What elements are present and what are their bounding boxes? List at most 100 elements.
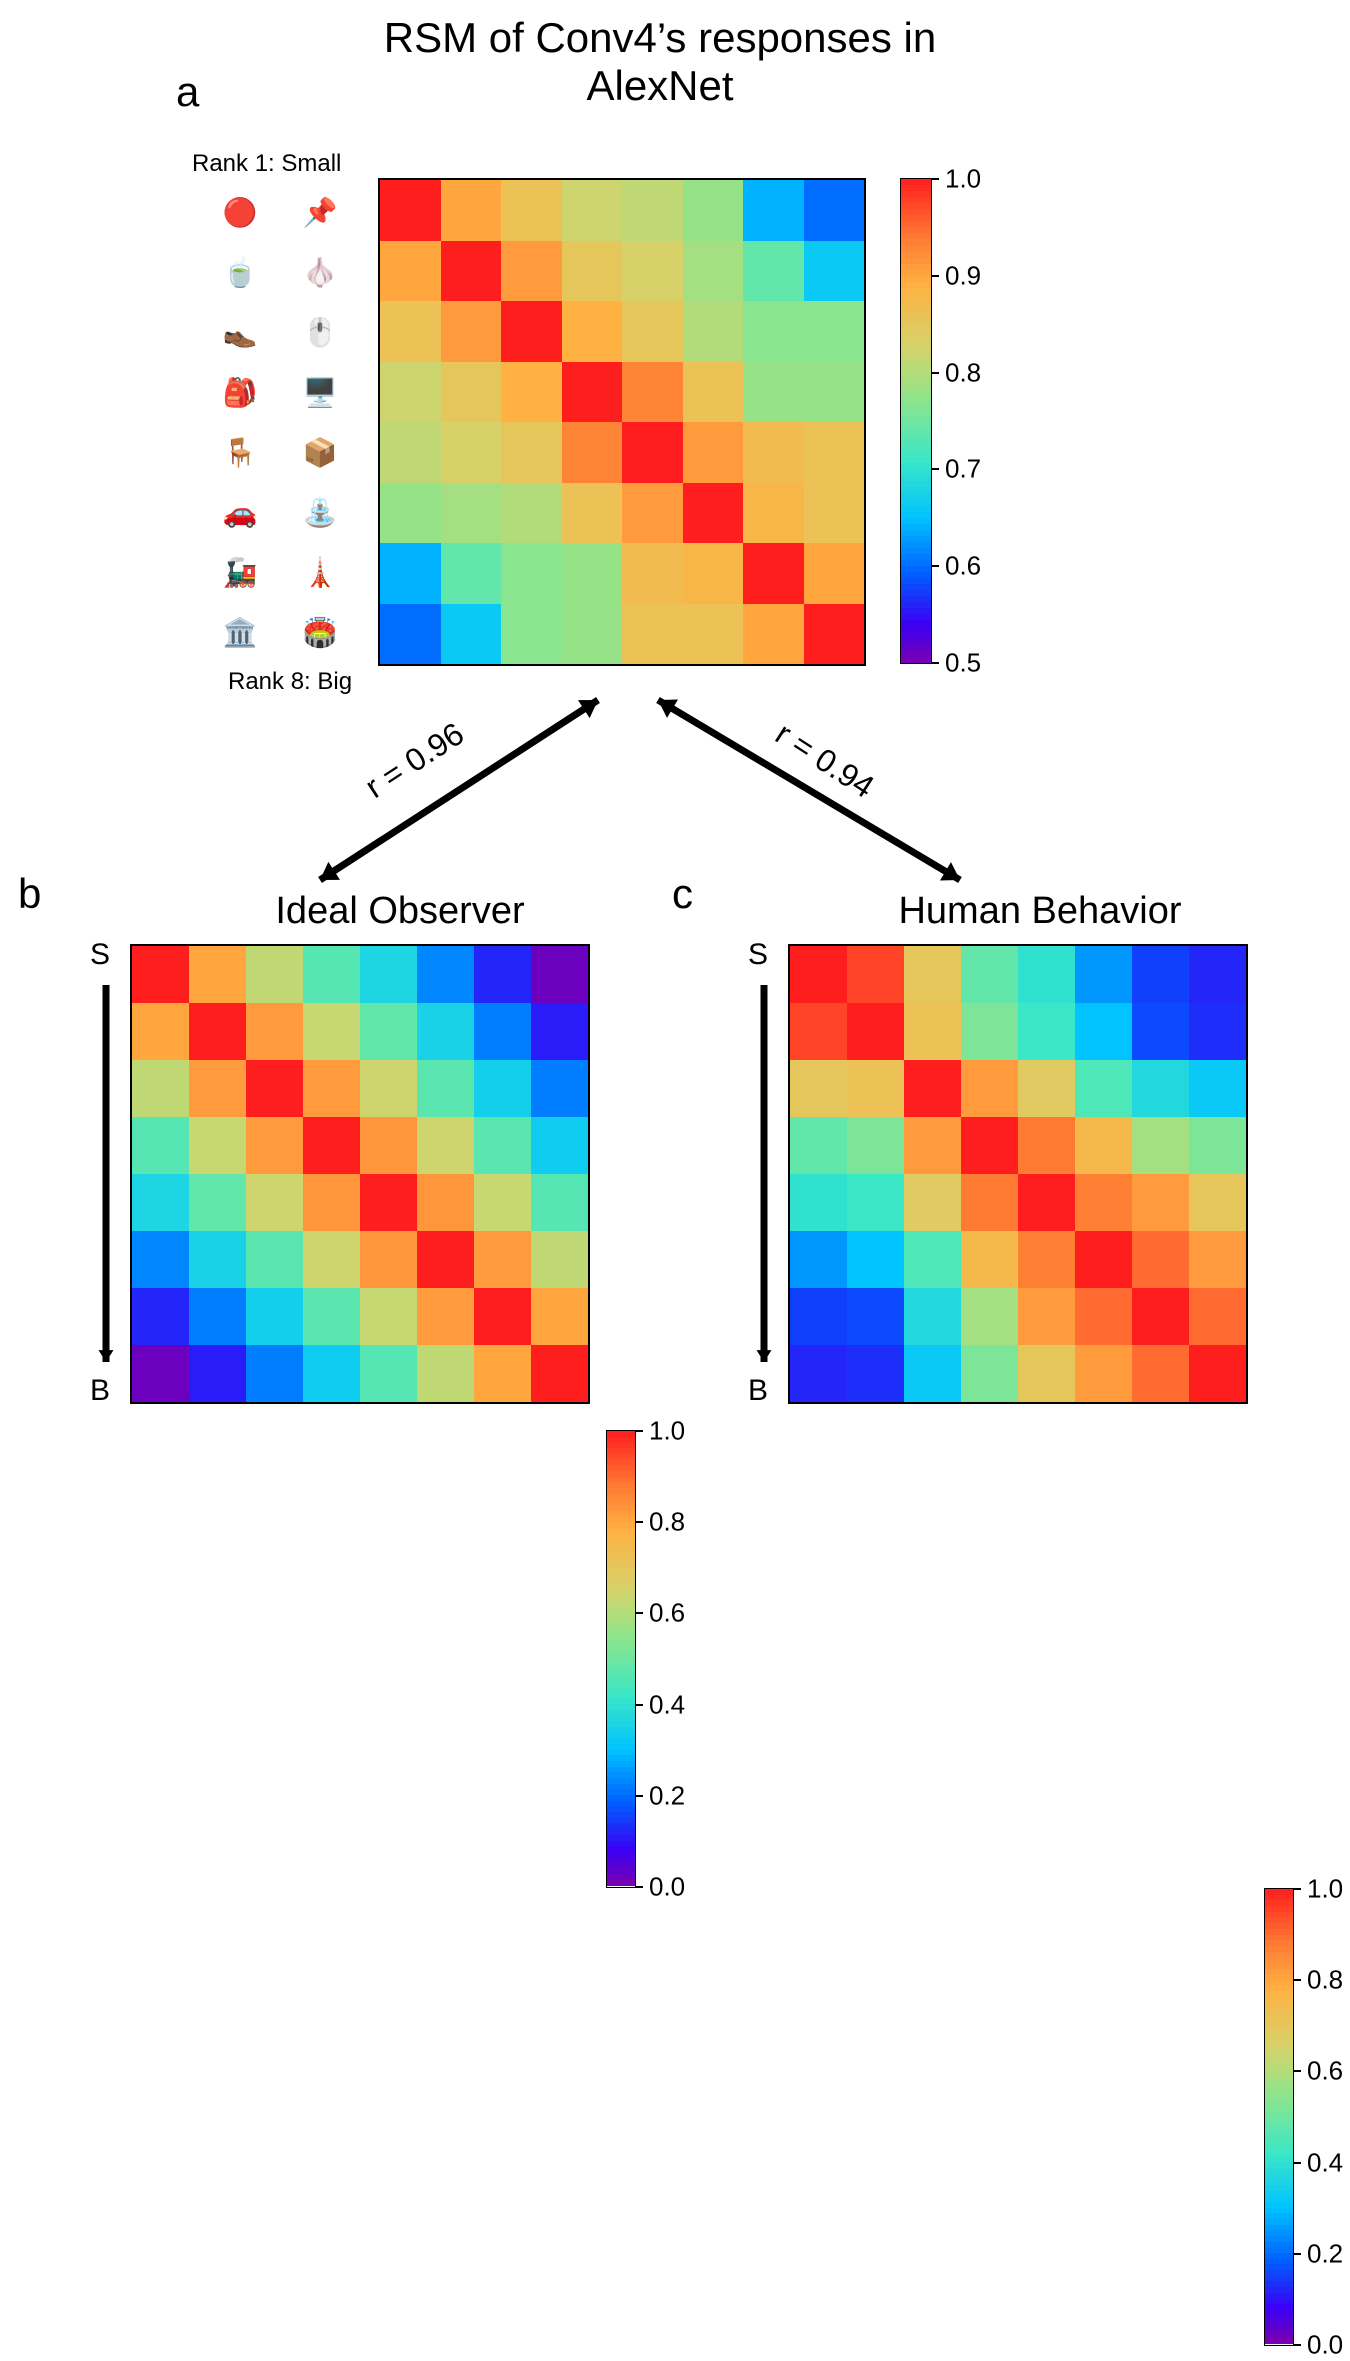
colorbar-tick bbox=[1293, 2162, 1301, 2164]
heatmap-cell bbox=[622, 180, 683, 241]
heatmap-cell bbox=[622, 604, 683, 665]
colorbar-tick-label: 0.2 bbox=[1307, 2238, 1343, 2269]
heatmap-cell bbox=[622, 362, 683, 423]
colorbar-tick bbox=[1293, 1979, 1301, 1981]
heatmap-cell bbox=[132, 1060, 189, 1117]
heatmap-cell bbox=[474, 1060, 531, 1117]
heatmap-cell bbox=[743, 241, 804, 302]
heatmap-cell bbox=[531, 1288, 588, 1345]
heatmap-cell bbox=[189, 1174, 246, 1231]
heatmap-cell bbox=[441, 180, 502, 241]
heatmap-cell bbox=[417, 1174, 474, 1231]
heatmap-cell bbox=[189, 1117, 246, 1174]
heatmap-cell bbox=[132, 1345, 189, 1402]
colorbar-tick-label: 0.7 bbox=[945, 454, 981, 485]
heatmap-cell bbox=[1075, 1345, 1132, 1402]
heatmap-cell bbox=[847, 1003, 904, 1060]
heatmap-cell bbox=[380, 543, 441, 604]
heatmap-cell bbox=[847, 1345, 904, 1402]
heatmap-cell bbox=[132, 946, 189, 1003]
thumbnail-icon: 📦 bbox=[280, 422, 360, 482]
heatmap-cell bbox=[380, 241, 441, 302]
heatmap-cell bbox=[501, 422, 562, 483]
heatmap-cell bbox=[743, 483, 804, 544]
heatmap-cell bbox=[1075, 1231, 1132, 1288]
colorbar-tick bbox=[1293, 2070, 1301, 2072]
heatmap-cell bbox=[501, 543, 562, 604]
heatmap-cell bbox=[1132, 946, 1189, 1003]
heatmap-cell bbox=[847, 1060, 904, 1117]
heatmap-cell bbox=[804, 483, 865, 544]
heatmap-cell bbox=[132, 1288, 189, 1345]
panel-letter-a: a bbox=[176, 68, 199, 116]
heatmap-cell bbox=[246, 1231, 303, 1288]
heatmap-cell bbox=[683, 604, 744, 665]
colorbar-tick bbox=[931, 178, 939, 180]
heatmap-cell bbox=[1018, 1174, 1075, 1231]
colorbar-tick-label: 0.8 bbox=[649, 1507, 685, 1538]
colorbar-tick bbox=[635, 1521, 643, 1523]
correlation-arrow-right-icon bbox=[628, 670, 990, 910]
heatmap-cell bbox=[904, 1060, 961, 1117]
heatmap-cell bbox=[790, 1060, 847, 1117]
heatmap-cell bbox=[360, 1060, 417, 1117]
heatmap-cell bbox=[474, 1174, 531, 1231]
heatmap-cell bbox=[189, 1345, 246, 1402]
title-line2: AlexNet bbox=[586, 62, 733, 109]
panel-letter-b: b bbox=[18, 870, 41, 918]
heatmap-cell bbox=[380, 483, 441, 544]
thumbnail-icon: 🔴 bbox=[200, 182, 280, 242]
colorbar-tick-label: 0.6 bbox=[1307, 2056, 1343, 2087]
size-axis-arrow-icon bbox=[76, 955, 136, 1392]
heatmap-cell bbox=[904, 1117, 961, 1174]
heatmap-cell bbox=[246, 1174, 303, 1231]
heatmap-cell bbox=[1189, 1288, 1246, 1345]
thumbnail-icon: 🍵 bbox=[200, 242, 280, 302]
heatmap-cell bbox=[790, 946, 847, 1003]
heatmap-cell bbox=[683, 180, 744, 241]
heatmap-cell bbox=[904, 1288, 961, 1345]
heatmap-cell bbox=[904, 946, 961, 1003]
heatmap-cell bbox=[562, 180, 623, 241]
heatmap-cell bbox=[189, 1231, 246, 1288]
heatmap-cell bbox=[847, 946, 904, 1003]
heatmap-cell bbox=[360, 946, 417, 1003]
heatmap-cell bbox=[790, 1117, 847, 1174]
heatmap-cell bbox=[1132, 1060, 1189, 1117]
heatmap-cell bbox=[132, 1174, 189, 1231]
heatmap-cell bbox=[1189, 946, 1246, 1003]
heatmap-cell bbox=[132, 1003, 189, 1060]
heatmap-cell bbox=[531, 946, 588, 1003]
heatmap-cell bbox=[743, 604, 804, 665]
heatmap-cell bbox=[1075, 1060, 1132, 1117]
heatmap-cell bbox=[1132, 1345, 1189, 1402]
thumbnail-icon: 🪑 bbox=[200, 422, 280, 482]
heatmap-cell bbox=[303, 946, 360, 1003]
heatmap-cell bbox=[1189, 1003, 1246, 1060]
colorbar-tick-label: 1.0 bbox=[1307, 1874, 1343, 1905]
heatmap-cell bbox=[246, 1117, 303, 1174]
heatmap-cell bbox=[417, 1231, 474, 1288]
heatmap-cell bbox=[961, 946, 1018, 1003]
heatmap-cell bbox=[562, 241, 623, 302]
heatmap-cell bbox=[562, 604, 623, 665]
heatmap-cell bbox=[246, 946, 303, 1003]
heatmap-cell bbox=[1018, 1060, 1075, 1117]
heatmap-cell bbox=[1189, 1345, 1246, 1402]
heatmap-cell bbox=[790, 1003, 847, 1060]
heatmap-cell bbox=[474, 1231, 531, 1288]
heatmap-cell bbox=[1075, 946, 1132, 1003]
thumbnail-icon: 🖱️ bbox=[280, 302, 360, 362]
heatmap-cell bbox=[380, 301, 441, 362]
heatmap-cell bbox=[189, 1288, 246, 1345]
colorbar-tick-label: 1.0 bbox=[649, 1416, 685, 1447]
heatmap-cell bbox=[804, 362, 865, 423]
panel-a-colorbar: 0.50.60.70.80.91.0 bbox=[900, 178, 932, 664]
heatmap-cell bbox=[1132, 1003, 1189, 1060]
panel-a-title: RSM of Conv4’s responses inAlexNet bbox=[310, 14, 1010, 111]
heatmap-cell bbox=[1018, 1117, 1075, 1174]
colorbar-tick-label: 0.4 bbox=[1307, 2147, 1343, 2178]
heatmap-cell bbox=[303, 1003, 360, 1060]
heatmap-cell bbox=[683, 543, 744, 604]
heatmap-cell bbox=[1018, 1231, 1075, 1288]
